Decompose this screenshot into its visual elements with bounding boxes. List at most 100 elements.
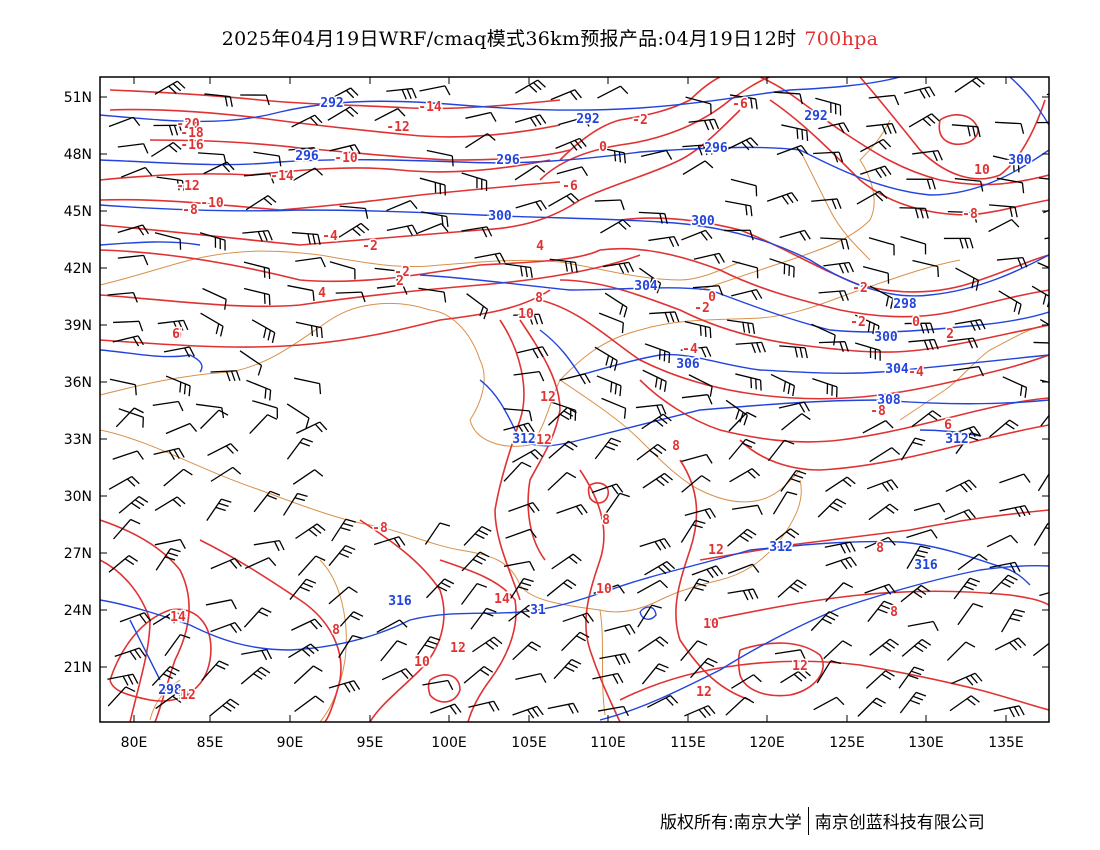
- height-contour-label: 316: [388, 594, 412, 609]
- wind-barb: [296, 421, 328, 434]
- map-title: 2025年04月19日WRF/cmaq模式36km预报产品:04月19日12时 7…: [0, 24, 1100, 51]
- copyright-footer: 版权所有:南京大学 南京创蓝科技有限公司: [660, 807, 985, 837]
- wind-barb: [682, 144, 713, 156]
- wind-barb: [637, 604, 662, 628]
- wind-barb: [1001, 609, 1026, 633]
- wind-barb: [292, 167, 323, 182]
- wind-barb: [154, 80, 186, 95]
- wind-barb: [639, 537, 671, 551]
- lat-label: 24N: [64, 603, 92, 619]
- wind-barb: [647, 694, 679, 708]
- wind-barb: [904, 322, 935, 334]
- wind-barb: [556, 504, 588, 516]
- wind-barb: [418, 287, 447, 303]
- lon-label: 80E: [121, 735, 148, 751]
- wind-barb: [912, 150, 943, 162]
- temperature-contour-label: 6: [172, 327, 180, 342]
- temperature-contour-label: -14: [270, 169, 294, 184]
- wind-barb: [421, 211, 449, 227]
- wind-barb: [154, 538, 186, 549]
- wind-barb: [329, 261, 356, 280]
- lon-label: 110E: [590, 735, 626, 751]
- wind-barb: [953, 366, 984, 377]
- wind-barb: [120, 166, 153, 178]
- temperature-contour-label: -4: [682, 342, 698, 357]
- wind-barb: [770, 373, 796, 397]
- wind-barb: [165, 375, 191, 397]
- wind-barb: [474, 252, 506, 264]
- temperature-contour-label: 12: [540, 390, 556, 405]
- height-contour-label: 296: [704, 141, 728, 156]
- wind-barb: [856, 190, 888, 205]
- wind-barb: [508, 577, 534, 601]
- lat-label: 36N: [64, 375, 92, 391]
- wind-barb: [772, 491, 798, 515]
- wind-barb: [726, 319, 756, 335]
- wind-barb: [114, 647, 146, 661]
- wind-barb: [376, 619, 408, 633]
- wind-barb: [328, 680, 361, 693]
- wind-barb: [684, 705, 716, 719]
- wind-barb: [151, 665, 180, 686]
- lat-label: 39N: [64, 318, 92, 334]
- wind-barb: [419, 177, 446, 196]
- wind-barb: [515, 199, 547, 211]
- wind-barb: [1037, 262, 1049, 269]
- wind-barb: [1040, 414, 1049, 427]
- wind-barb: [1033, 341, 1049, 344]
- lon-label: 90E: [277, 735, 304, 751]
- wind-barb: [901, 638, 932, 657]
- wind-barb: [649, 311, 680, 323]
- wind-barb: [204, 93, 233, 107]
- wind-barb: [862, 265, 890, 284]
- temperature-contour-label: 12: [180, 688, 196, 703]
- height-contour-label: 298: [893, 297, 917, 312]
- wind-barb: [514, 164, 546, 181]
- temperature-contour-label: -12: [176, 179, 199, 194]
- wind-barb: [682, 160, 714, 176]
- wind-barb: [328, 586, 358, 605]
- wind-barb: [681, 394, 713, 405]
- wind-barb: [996, 256, 1028, 268]
- wind-barb: [864, 536, 896, 549]
- height-contour-label: 292: [804, 109, 827, 124]
- wind-barb: [900, 437, 926, 461]
- wind-barb: [812, 378, 838, 398]
- wind-barb: [282, 492, 308, 516]
- wind-barb: [824, 541, 856, 554]
- temperature-contour-label: -4: [908, 365, 924, 380]
- wind-barb: [515, 79, 546, 94]
- temperature-contour-label: 8: [890, 605, 898, 620]
- height-contour-label: 300: [488, 209, 512, 224]
- wind-barb: [854, 342, 881, 361]
- wind-barb: [641, 413, 672, 430]
- lat-label: 30N: [64, 489, 92, 505]
- wind-barb: [729, 468, 761, 483]
- wind-barb: [117, 143, 149, 154]
- country-borders: [100, 119, 1046, 722]
- wind-barb: [912, 259, 939, 277]
- wind-barb: [202, 287, 227, 310]
- wind-barb: [598, 312, 624, 334]
- wind-barb: [294, 695, 325, 713]
- wind-barb: [817, 498, 847, 518]
- wind-barb: [906, 529, 938, 539]
- wind-barb: [1036, 121, 1049, 124]
- lon-label: 100E: [431, 735, 467, 751]
- wind-barb: [150, 141, 182, 158]
- wind-barb: [898, 666, 925, 689]
- wind-barb: [547, 702, 579, 714]
- temperature-contour-label: 4: [536, 239, 544, 254]
- wind-barb: [164, 634, 191, 657]
- wind-barb: [818, 122, 850, 134]
- wind-barb: [727, 563, 760, 575]
- wind-barb: [867, 600, 894, 623]
- wind-barb: [504, 263, 533, 278]
- wind-barb: [868, 94, 900, 106]
- wind-barb: [900, 584, 931, 603]
- wind-barb: [461, 172, 488, 192]
- temperature-contour-label: 0: [599, 140, 607, 155]
- height-contour-label: 31: [530, 603, 546, 618]
- wind-barb: [908, 338, 939, 351]
- wind-barb: [288, 147, 319, 158]
